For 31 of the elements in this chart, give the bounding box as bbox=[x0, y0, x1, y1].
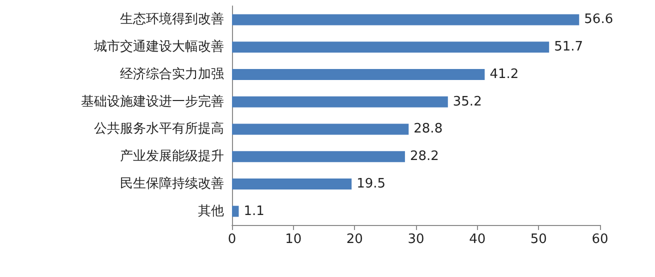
x-tick-label: 20 bbox=[346, 232, 363, 247]
data-label: 35.2 bbox=[452, 94, 482, 110]
y-tick-label: 基础设施建设进一步完善 bbox=[81, 93, 224, 110]
y-tick-label: 经济综合实力加强 bbox=[120, 66, 224, 82]
x-tick-label: 60 bbox=[592, 232, 608, 247]
data-label: 19.5 bbox=[356, 176, 386, 192]
y-tick-label: 公共服务水平有所提高 bbox=[94, 120, 224, 137]
y-tick-label: 民生保障持续改善 bbox=[120, 175, 224, 192]
y-tick-label: 产业发展能级提升 bbox=[120, 149, 224, 164]
data-label: 51.7 bbox=[554, 40, 584, 55]
x-tick-label: 0 bbox=[228, 232, 236, 247]
bar bbox=[232, 178, 352, 190]
bar bbox=[232, 96, 448, 108]
y-tick-label: 其他 bbox=[198, 204, 224, 219]
x-tick-label: 10 bbox=[285, 232, 302, 247]
bar bbox=[232, 151, 405, 162]
data-label: 28.8 bbox=[414, 122, 443, 137]
bar bbox=[232, 14, 580, 26]
y-tick-label: 城市交通建设大幅改善 bbox=[93, 38, 224, 55]
y-tick-label: 生态环境得到改善 bbox=[120, 11, 224, 28]
data-label: 41.2 bbox=[490, 66, 519, 82]
bar bbox=[232, 42, 550, 53]
data-label: 56.6 bbox=[584, 12, 614, 28]
data-label: 28.2 bbox=[410, 149, 439, 164]
data-label: 1.1 bbox=[244, 204, 264, 219]
x-tick-label: 50 bbox=[530, 232, 547, 247]
x-tick-label: 40 bbox=[469, 232, 486, 247]
x-tick-label: 30 bbox=[408, 232, 424, 247]
bar bbox=[232, 68, 485, 80]
bar bbox=[232, 124, 409, 135]
bar bbox=[232, 206, 239, 217]
